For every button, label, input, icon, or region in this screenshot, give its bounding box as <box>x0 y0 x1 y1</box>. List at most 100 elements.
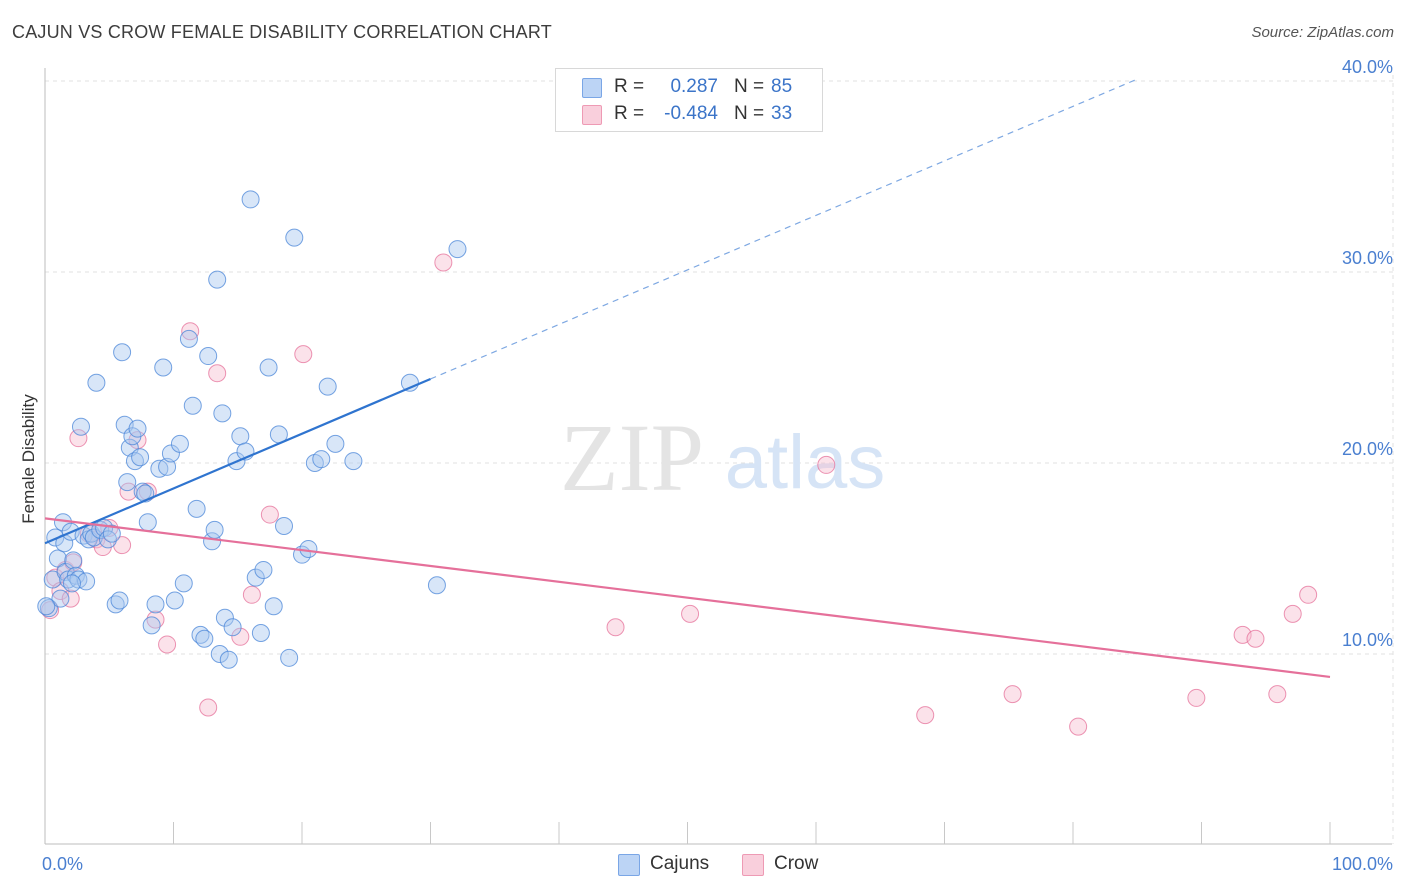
cajuns-point <box>203 532 222 551</box>
cajuns-point <box>210 645 229 663</box>
x-tick-label-min: 0.0% <box>42 854 83 874</box>
cajuns-trend-extension <box>430 78 1138 380</box>
crow-point <box>61 589 80 608</box>
crow-point <box>294 345 313 364</box>
cajuns-swatch <box>618 854 640 876</box>
cajuns-point <box>183 396 202 415</box>
cajuns-point <box>213 404 232 423</box>
cajuns-point <box>154 358 173 377</box>
cajuns-point <box>205 520 224 539</box>
crow-point <box>231 627 250 646</box>
cajuns-point <box>138 513 157 532</box>
cajuns-point <box>170 434 189 453</box>
cajuns-point <box>208 270 227 289</box>
cajuns-points <box>37 190 467 669</box>
cajuns-point <box>280 648 299 667</box>
crow-point <box>681 604 700 623</box>
crow-point <box>208 364 227 383</box>
chart-title: CAJUN VS CROW FEMALE DISABILITY CORRELAT… <box>12 22 552 42</box>
legend-row-cajuns: R = 0.287 N = 85 <box>556 74 822 100</box>
cajuns-point <box>128 419 147 438</box>
correlation-legend: R = 0.287 N = 85 R = -0.484 N = 33 <box>555 68 823 132</box>
cajuns-point <box>113 343 132 362</box>
cajuns-point <box>51 589 70 608</box>
cajuns-point <box>231 427 250 446</box>
n-value: 33 <box>771 103 793 124</box>
crow-point <box>1268 685 1287 704</box>
cajuns-point <box>251 623 270 642</box>
crow-point <box>434 253 453 272</box>
crow-point <box>1003 685 1022 704</box>
cajuns-point <box>187 499 206 518</box>
cajuns-point <box>344 452 363 471</box>
cajuns-point <box>142 616 161 635</box>
crow-swatch <box>582 105 602 125</box>
cajuns-point <box>246 568 265 587</box>
y-tick-label: 20.0% <box>1342 439 1393 459</box>
crow-point <box>242 585 261 604</box>
cajuns-point <box>241 190 260 209</box>
cajuns-point <box>165 591 184 610</box>
r-value: -0.484 <box>664 103 718 124</box>
cajuns-point <box>118 473 137 492</box>
cajuns-point <box>37 597 56 616</box>
crow-point <box>69 429 88 448</box>
watermark-atlas: atlas <box>725 420 886 505</box>
y-tick-label: 30.0% <box>1342 248 1393 268</box>
cajuns-point <box>264 597 283 616</box>
crow-point <box>1187 688 1206 707</box>
crow-trend-line <box>44 517 1331 679</box>
r-value: 0.287 <box>670 76 718 97</box>
series-legend: Cajuns Crow <box>0 852 1406 878</box>
tick-labels: 10.0% 20.0% 30.0% 40.0% 0.0% 100.0% <box>42 57 1393 874</box>
cajuns-point <box>215 608 234 627</box>
legend-label-cajuns: Cajuns <box>650 853 710 874</box>
cajuns-point <box>150 459 169 478</box>
cajuns-point <box>110 591 129 610</box>
cajuns-point <box>133 482 152 501</box>
cajuns-point <box>48 549 67 568</box>
r-label: R = <box>614 76 645 97</box>
cajuns-point <box>71 417 90 436</box>
crow-point <box>199 698 218 717</box>
crow-swatch <box>742 854 764 876</box>
cajuns-point <box>223 618 242 637</box>
cajuns-point <box>179 329 198 348</box>
cajuns-point <box>64 551 83 570</box>
y-tick-label: 10.0% <box>1342 630 1393 650</box>
cajuns-point <box>77 572 96 591</box>
crow-points <box>41 253 1318 736</box>
cajuns-point <box>448 240 467 259</box>
axes <box>44 68 1392 845</box>
cajuns-point <box>259 358 278 377</box>
crow-point <box>158 635 177 654</box>
x-tick-label-max: 100.0% <box>1332 854 1393 874</box>
cajuns-point <box>161 444 180 463</box>
cajuns-point <box>275 517 294 536</box>
n-label: N = <box>734 76 765 97</box>
cajuns-point <box>199 347 218 366</box>
cajuns-point <box>39 599 58 618</box>
cajuns-point <box>87 373 106 392</box>
crow-point <box>1299 585 1318 604</box>
cajuns-point <box>219 650 238 669</box>
cajuns-point <box>131 448 150 467</box>
cajuns-point <box>102 524 121 543</box>
chart-source: Source: ZipAtlas.com <box>1251 24 1394 41</box>
cajuns-trend-line <box>44 377 431 545</box>
watermark-zip: ZIP <box>560 404 704 511</box>
crow-point <box>1283 604 1302 623</box>
crow-point <box>606 618 625 637</box>
r-label: R = <box>614 103 645 124</box>
crow-point <box>817 455 836 474</box>
cajuns-point <box>254 560 273 579</box>
cajuns-point <box>174 574 193 593</box>
y-tick-label: 40.0% <box>1342 57 1393 77</box>
cajuns-point <box>427 576 446 595</box>
crow-point <box>260 505 279 524</box>
y-axis-title: Female Disability <box>19 394 38 524</box>
crow-point <box>916 706 935 725</box>
legend-label-crow: Crow <box>774 853 819 874</box>
cajuns-point <box>146 595 165 614</box>
